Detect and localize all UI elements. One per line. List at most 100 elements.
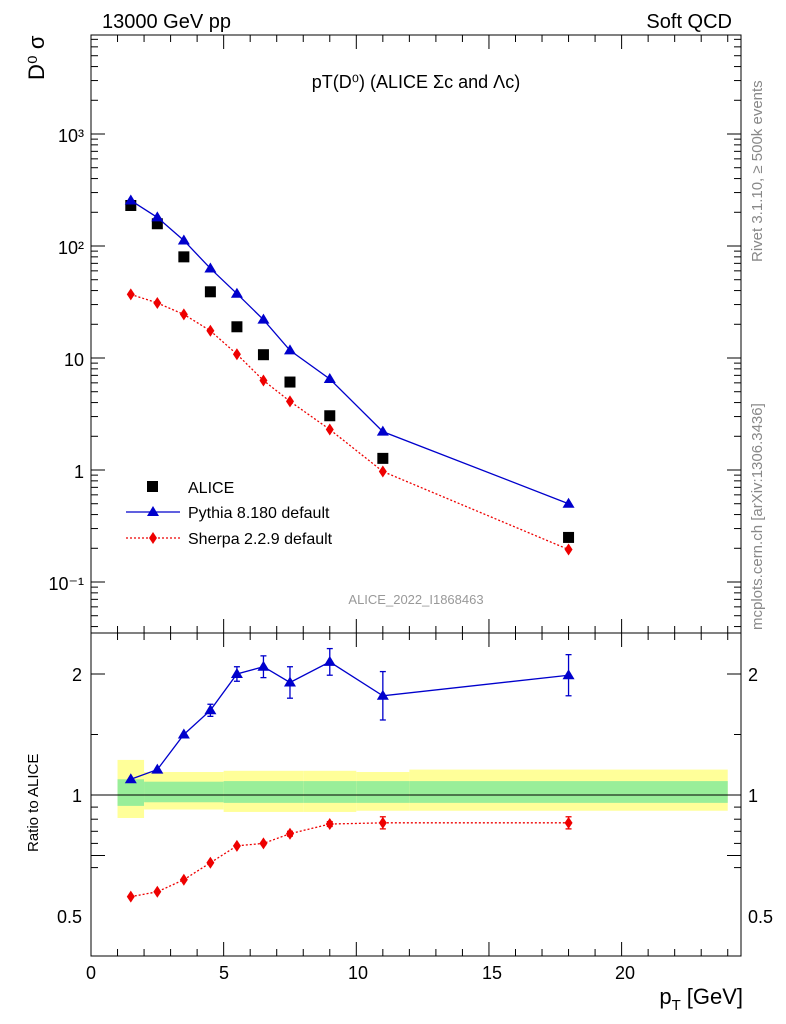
main-point-0-4 (231, 321, 243, 333)
ratio-point-1-6 (285, 827, 294, 840)
main-ytick-label-4: 10³ (58, 126, 84, 146)
main-point-0-8 (377, 452, 389, 464)
xtick-label-4: 20 (615, 963, 635, 983)
main-point-0-5 (257, 349, 269, 361)
main-ytick-label-0: 10⁻¹ (48, 574, 84, 594)
ratio-point-1-9 (564, 816, 573, 829)
ratio-point-0-6 (283, 676, 296, 687)
ratio-point-1-2 (179, 873, 188, 886)
main-point-0-0 (125, 199, 137, 211)
xtick-label-2: 10 (348, 963, 368, 983)
legend-entry-sherpa: Sherpa 2.2.9 default (126, 531, 333, 548)
main-point-1-8 (376, 425, 389, 436)
main-point-1-9 (562, 497, 575, 508)
main-point-1-3 (204, 262, 217, 273)
ratio-point-0-7 (323, 655, 336, 666)
ratio-point-1-3 (206, 856, 215, 869)
legend-entry-pythia: Pythia 8.180 default (126, 505, 330, 522)
ratio-ytick-left-1: 1 (72, 786, 82, 806)
ratio-point-0-3 (204, 704, 217, 715)
ratio-point-1-0 (126, 890, 135, 903)
ratio-bands (117, 759, 728, 818)
ratio-point-0-2 (177, 728, 190, 739)
legend-sherpa-label: Sherpa 2.2.9 default (188, 531, 333, 548)
main-point-2-5 (259, 374, 268, 387)
main-point-1-7 (323, 372, 336, 383)
ratio-y-tick-labels-left: 0.5 1 2 (57, 665, 82, 927)
x-tick-labels: 0 5 10 15 20 (86, 963, 635, 983)
x-axis-label-sub: T (672, 997, 681, 1014)
main-point-2-2 (179, 308, 188, 321)
main-point-1-5 (257, 313, 270, 324)
main-ytick-label-2: 10 (64, 350, 84, 370)
legend-pythia-label: Pythia 8.180 default (188, 505, 330, 522)
header-left: 13000 GeV pp (102, 11, 231, 33)
main-panel: 10⁻¹ 1 10 10² 10³ D⁰ σ pT(D⁰) (ALICE Σc … (24, 34, 742, 634)
legend-alice-label: ALICE (188, 480, 234, 497)
ratio-y-tick-labels-right: 0.5 1 2 (748, 665, 773, 927)
mcplots-label: mcplots.cern.ch [arXiv:1306.3436] (749, 403, 766, 630)
legend-sherpa-marker (149, 532, 157, 544)
main-point-1-1 (151, 211, 164, 222)
main-point-0-1 (151, 218, 163, 230)
band-inner-4 (356, 781, 410, 803)
main-point-0-3 (204, 286, 216, 298)
main-series-layer (124, 194, 575, 556)
ratio-point-0-0 (124, 773, 137, 784)
main-point-1-6 (283, 344, 296, 355)
main-point-2-1 (153, 296, 162, 309)
legend: ALICE Pythia 8.180 default Sherpa 2.2.9 … (126, 480, 333, 548)
main-series-line-1 (130, 199, 569, 505)
main-title: pT(D⁰) (ALICE Σc and Λc) (312, 72, 520, 92)
ratio-clipped-group (124, 647, 575, 903)
ratio-series-line-0 (130, 661, 569, 780)
ratio-ytick-left-0: 0.5 (57, 907, 82, 927)
rivet-label: Rivet 3.1.10, ≥ 500k events (749, 80, 766, 262)
ratio-ytick-right-0: 0.5 (748, 907, 773, 927)
band-inner-1 (144, 781, 224, 803)
main-ytick-label-1: 1 (74, 462, 84, 482)
ratio-ytick-right-1: 1 (748, 786, 758, 806)
ratio-series-layer (124, 647, 575, 903)
main-point-1-4 (230, 287, 243, 298)
watermark: ALICE_2022_I1868463 (348, 592, 483, 607)
main-point-2-8 (378, 465, 387, 478)
main-y-axis-label: D⁰ σ (24, 35, 49, 80)
band-inner-3 (303, 781, 357, 803)
ratio-series-line-1 (130, 822, 569, 898)
ratio-point-1-4 (232, 839, 241, 852)
main-y-ticks (90, 35, 741, 633)
main-point-1-0 (124, 194, 137, 205)
main-point-2-4 (232, 348, 241, 361)
ratio-point-1-1 (153, 885, 162, 898)
xtick-label-0: 0 (86, 963, 96, 983)
ratio-point-1-7 (325, 818, 334, 831)
main-point-2-0 (126, 288, 135, 301)
main-point-1-2 (177, 234, 190, 245)
ratio-point-1-5 (259, 837, 268, 850)
ratio-point-0-5 (257, 660, 270, 671)
main-ytick-label-3: 10² (58, 238, 84, 258)
ratio-point-0-1 (151, 763, 164, 774)
main-point-2-7 (325, 423, 334, 436)
x-axis-label-unit: [GeV] (687, 984, 743, 1009)
ratio-point-0-4 (230, 668, 243, 678)
main-point-2-3 (206, 324, 215, 337)
ratio-point-0-8 (376, 689, 389, 700)
ratio-ytick-left-2: 2 (72, 665, 82, 685)
main-series-line-2 (130, 293, 569, 551)
header-right: Soft QCD (646, 11, 732, 33)
xtick-label-3: 15 (482, 963, 502, 983)
legend-entry-alice: ALICE (147, 480, 234, 497)
main-point-0-2 (178, 251, 190, 263)
main-point-0-7 (324, 410, 336, 422)
ratio-panel: 0.5 1 2 0.5 1 2 Ratio to ALICE 0 5 10 15… (25, 632, 773, 1014)
x-axis-label: pT [GeV] (659, 984, 743, 1014)
main-point-2-9 (564, 543, 573, 556)
band-inner-2 (223, 781, 304, 803)
ratio-y-axis-label: Ratio to ALICE (25, 754, 42, 852)
legend-alice-marker (147, 481, 158, 492)
ratio-point-1-8 (378, 816, 387, 829)
main-point-0-6 (284, 376, 296, 388)
